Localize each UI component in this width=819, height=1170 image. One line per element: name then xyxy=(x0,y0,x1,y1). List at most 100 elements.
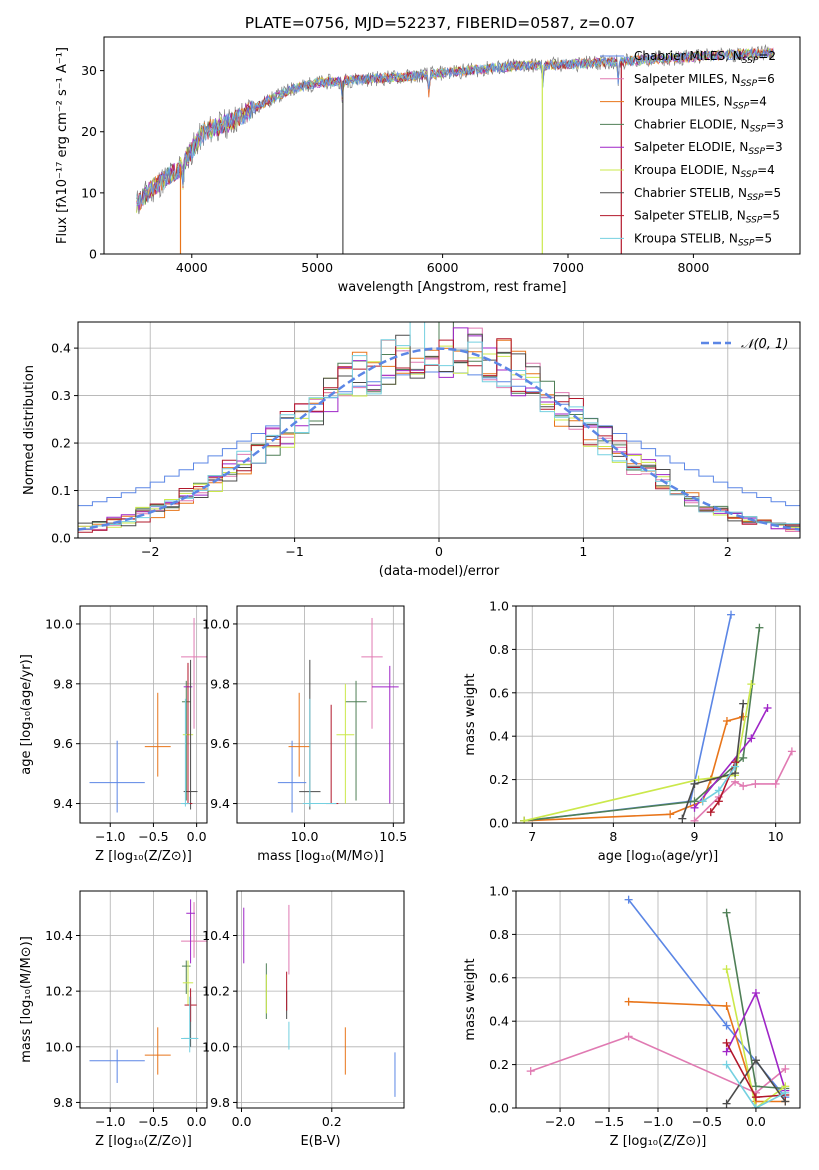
x-axis-label: Z [log₁₀(Z/Z⊙)] xyxy=(95,1134,192,1149)
y-tick-label: 1.0 xyxy=(489,599,509,614)
y-tick-label: 9.8 xyxy=(53,676,73,691)
y-tick-label: 30 xyxy=(81,63,97,78)
y-tick-label: 1.0 xyxy=(489,884,509,899)
legend-entry: Chabrier MILES, NSSP=2 xyxy=(634,49,776,66)
y-tick-label: 9.4 xyxy=(210,796,230,811)
y-tick-label: 0.3 xyxy=(51,388,71,403)
y-axis-label: mass [log₁₀(M/M⊙)] xyxy=(19,936,34,1063)
x-axis-label: age [log₁₀(age/yr)] xyxy=(598,849,719,864)
spectrum-legend: Chabrier MILES, NSSP=2 Salpeter MILES, NS… xyxy=(600,49,784,248)
y-axis-label: mass weight xyxy=(463,673,478,755)
plot-area xyxy=(136,44,775,254)
panel-mass-vs-ebv: 0.0 0.2 9.8 10.0 10.2 10.4 E(B-V) xyxy=(202,890,405,1149)
y-tick-label: 0.1 xyxy=(51,483,71,498)
x-tick-label: −1.5 xyxy=(594,1114,624,1129)
histogram-kroupa-stelib xyxy=(78,322,800,530)
x-axis-label: E(B-V) xyxy=(300,1134,340,1149)
axes-frame xyxy=(103,36,801,255)
spectrum-line-chabrier-miles xyxy=(136,48,775,207)
x-tick-label: −2 xyxy=(141,544,159,559)
y-tick-label: 10.0 xyxy=(45,1039,73,1054)
x-tick-label: −0.5 xyxy=(692,1114,722,1129)
y-tick-label: 9.6 xyxy=(53,736,73,751)
plot-area xyxy=(277,617,399,813)
x-axis-label: (data-model)/error xyxy=(379,564,500,579)
weight-line-chabrier-miles xyxy=(524,614,732,822)
weight-line-kroupa-miles xyxy=(628,1000,786,1103)
x-tick-label: 1 xyxy=(579,544,587,559)
plot-area xyxy=(243,904,396,1097)
x-tick-label: −1.0 xyxy=(643,1114,673,1129)
axes-frame xyxy=(236,890,405,1109)
legend-entry: Salpeter MILES, NSSP=6 xyxy=(634,72,775,89)
y-tick-label: 0.4 xyxy=(489,1014,509,1029)
plot-area xyxy=(78,322,800,533)
y-tick-label: 10.4 xyxy=(202,928,230,943)
legend-entry: 𝒩(0, 1) xyxy=(741,337,788,352)
x-axis-label: Z [log₁₀(Z/Z⊙)] xyxy=(610,1134,707,1149)
y-tick-label: 0.8 xyxy=(489,927,509,942)
plot-area xyxy=(526,895,790,1108)
y-tick-label: 0.0 xyxy=(489,816,509,831)
x-tick-label: −0.5 xyxy=(138,829,168,844)
x-tick-label: 4000 xyxy=(176,260,208,275)
x-tick-label: 8 xyxy=(609,829,617,844)
x-tick-label: 0 xyxy=(435,544,443,559)
x-tick-label: 0.0 xyxy=(746,1114,766,1129)
y-tick-label: 0.4 xyxy=(489,729,509,744)
axes-frame xyxy=(77,321,801,539)
y-tick-label: 0.0 xyxy=(51,531,71,546)
x-tick-label: 0.2 xyxy=(322,1114,342,1129)
y-tick-label: 10.0 xyxy=(45,616,73,631)
y-tick-label: 10.0 xyxy=(202,616,230,631)
y-tick-label: 9.8 xyxy=(210,1095,230,1110)
x-axis-label: Z [log₁₀(Z/Z⊙)] xyxy=(95,849,192,864)
y-tick-label: 0.6 xyxy=(489,970,509,985)
y-tick-label: 10.0 xyxy=(202,1039,230,1054)
y-tick-label: 9.4 xyxy=(53,796,73,811)
axes-frame xyxy=(79,890,208,1109)
x-tick-label: 9 xyxy=(691,829,699,844)
x-tick-label: 2 xyxy=(724,544,732,559)
y-tick-label: 10.2 xyxy=(202,984,230,999)
panel-spectrum: 4000 5000 6000 7000 8000 0 10 20 30 wavelength [A… xyxy=(55,36,801,295)
legend-entry: Salpeter ELODIE, NSSP=3 xyxy=(634,140,783,157)
x-tick-label: 0.0 xyxy=(232,1114,252,1129)
weight-line-chabrier-elodie xyxy=(524,627,761,822)
x-axis-label: wavelength [Angstrom, rest frame] xyxy=(338,280,567,295)
y-tick-label: 10 xyxy=(81,185,97,200)
weight-line-kroupa-stelib xyxy=(725,1064,786,1108)
figure-title: PLATE=0756, MJD=52237, FIBERID=0587, z=0… xyxy=(245,14,635,32)
y-tick-label: 0.0 xyxy=(489,1101,509,1116)
x-axis-label: mass [log₁₀(M/M⊙)] xyxy=(257,849,384,864)
x-tick-label: 5000 xyxy=(301,260,333,275)
plot-area xyxy=(520,610,796,823)
y-axis-label: Normed distribution xyxy=(22,365,37,495)
x-tick-label: −2.0 xyxy=(545,1114,575,1129)
normal-reference-curve xyxy=(78,347,800,531)
x-tick-label: 7000 xyxy=(552,260,584,275)
panel-weight-vs-Z: −2.0 −1.5 −1.0 −0.5 0.0 0.0 0.2 0.4 0.6 0.8 1.0 Z [… xyxy=(463,884,801,1149)
axes-frame xyxy=(515,605,801,824)
x-tick-label: −1 xyxy=(285,544,303,559)
spectrum-line-kroupa-elodie xyxy=(136,47,775,214)
legend-entry: Kroupa MILES, NSSP=4 xyxy=(634,95,767,112)
y-axis-label: mass weight xyxy=(463,958,478,1040)
y-tick-label: 9.8 xyxy=(53,1095,73,1110)
panel-weight-vs-age: 7 8 9 10 0.0 0.2 0.4 0.6 0.8 1.0 age [log₁₀(age/yr… xyxy=(463,599,801,864)
x-tick-label: 10.5 xyxy=(379,829,407,844)
x-tick-label: −0.5 xyxy=(138,1114,168,1129)
plot-area xyxy=(89,899,207,1083)
y-axis-label: age [log₁₀(age/yr)] xyxy=(19,654,34,775)
weight-line-kroupa-elodie xyxy=(523,683,753,822)
axes-frame xyxy=(79,605,208,824)
panel-age-vs-Z: −1.0 −0.5 0.0 9.4 9.6 9.8 10.0 Z [log₁₀(Z/Z⊙)] a… xyxy=(19,605,208,864)
x-tick-label: −1.0 xyxy=(95,829,125,844)
legend-entry: Chabrier STELIB, NSSP=5 xyxy=(634,186,781,203)
weight-line-chabrier-stelib xyxy=(681,703,744,819)
x-tick-label: 8000 xyxy=(677,260,709,275)
legend-entry: Chabrier ELODIE, NSSP=3 xyxy=(634,117,784,134)
plot-area xyxy=(89,617,207,813)
y-tick-label: 0 xyxy=(89,247,97,262)
